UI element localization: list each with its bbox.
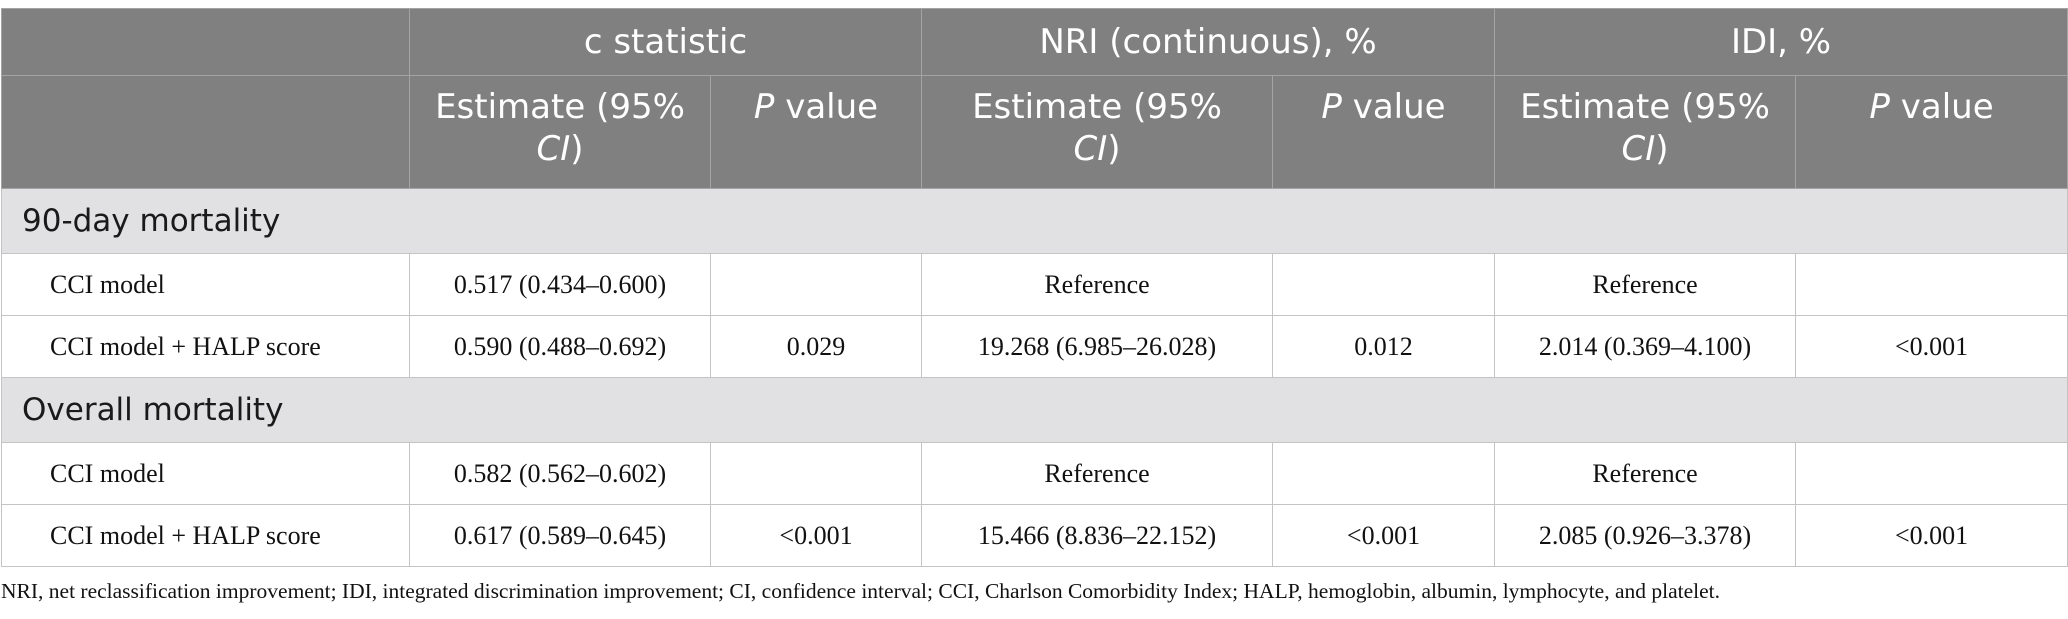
header-idi: IDI, %: [1494, 8, 2068, 76]
header-c-pvalue: P value: [710, 75, 922, 189]
idi-pvalue-cell: [1795, 442, 2068, 505]
idi-pvalue-cell: <0.001: [1795, 504, 2068, 567]
results-table: c statistic NRI (continuous), % IDI, % E…: [0, 8, 2068, 567]
header-idi-estimate: Estimate (95% CI): [1494, 75, 1797, 189]
c-pvalue-cell: 0.029: [710, 315, 922, 378]
header-corner-cell: [1, 8, 410, 76]
c-estimate-cell: 0.617 (0.589–0.645): [409, 504, 711, 567]
row-label: CCI model + HALP score: [1, 315, 410, 378]
table-row: CCI model + HALP score 0.617 (0.589–0.64…: [1, 504, 2068, 567]
table-footnote: NRI, net reclassification improvement; I…: [1, 579, 1721, 603]
row-label: CCI model: [1, 442, 410, 505]
row-label: CCI model: [1, 253, 410, 316]
header-nri-estimate: Estimate (95% CI): [921, 75, 1273, 189]
section-title: Overall mortality: [0, 377, 2068, 443]
section-title: 90-day mortality: [0, 188, 2068, 254]
c-pvalue-cell: <0.001: [710, 504, 922, 567]
table-row: CCI model + HALP score 0.590 (0.488–0.69…: [1, 315, 2068, 378]
section-row: 90-day mortality: [0, 188, 2068, 254]
header-c-estimate: Estimate (95% CI): [409, 75, 711, 189]
nri-pvalue-cell: [1271, 253, 1496, 316]
header-nri-pvalue: P value: [1271, 75, 1496, 189]
idi-estimate-cell: Reference: [1494, 442, 1797, 505]
idi-estimate-cell: 2.014 (0.369–4.100): [1494, 315, 1797, 378]
nri-pvalue-cell: <0.001: [1271, 504, 1496, 567]
table-row: CCI model 0.582 (0.562–0.602) Reference …: [1, 442, 2068, 505]
section-row: Overall mortality: [0, 377, 2068, 443]
nri-estimate-cell: Reference: [921, 442, 1273, 505]
nri-estimate-cell: Reference: [921, 253, 1273, 316]
row-label: CCI model + HALP score: [1, 504, 410, 567]
c-estimate-cell: 0.517 (0.434–0.600): [409, 253, 711, 316]
idi-pvalue-cell: [1795, 253, 2068, 316]
header-group-row: c statistic NRI (continuous), % IDI, %: [1, 8, 2068, 76]
nri-estimate-cell: 19.268 (6.985–26.028): [921, 315, 1273, 378]
c-pvalue-cell: [710, 253, 922, 316]
idi-pvalue-cell: <0.001: [1795, 315, 2068, 378]
idi-estimate-cell: Reference: [1494, 253, 1797, 316]
header-idi-pvalue: P value: [1795, 75, 2068, 189]
c-estimate-cell: 0.582 (0.562–0.602): [409, 442, 711, 505]
header-nri: NRI (continuous), %: [920, 8, 1496, 76]
c-pvalue-cell: [710, 442, 922, 505]
c-estimate-cell: 0.590 (0.488–0.692): [409, 315, 711, 378]
table-row: CCI model 0.517 (0.434–0.600) Reference …: [1, 253, 2068, 316]
nri-estimate-cell: 15.466 (8.836–22.152): [921, 504, 1273, 567]
header-sub-row: Estimate (95% CI) P value Estimate (95% …: [1, 75, 2068, 189]
header-c-statistic: c statistic: [409, 8, 922, 76]
nri-pvalue-cell: 0.012: [1271, 315, 1496, 378]
nri-pvalue-cell: [1271, 442, 1496, 505]
idi-estimate-cell: 2.085 (0.926–3.378): [1494, 504, 1797, 567]
header-corner-cell-2: [1, 75, 410, 189]
